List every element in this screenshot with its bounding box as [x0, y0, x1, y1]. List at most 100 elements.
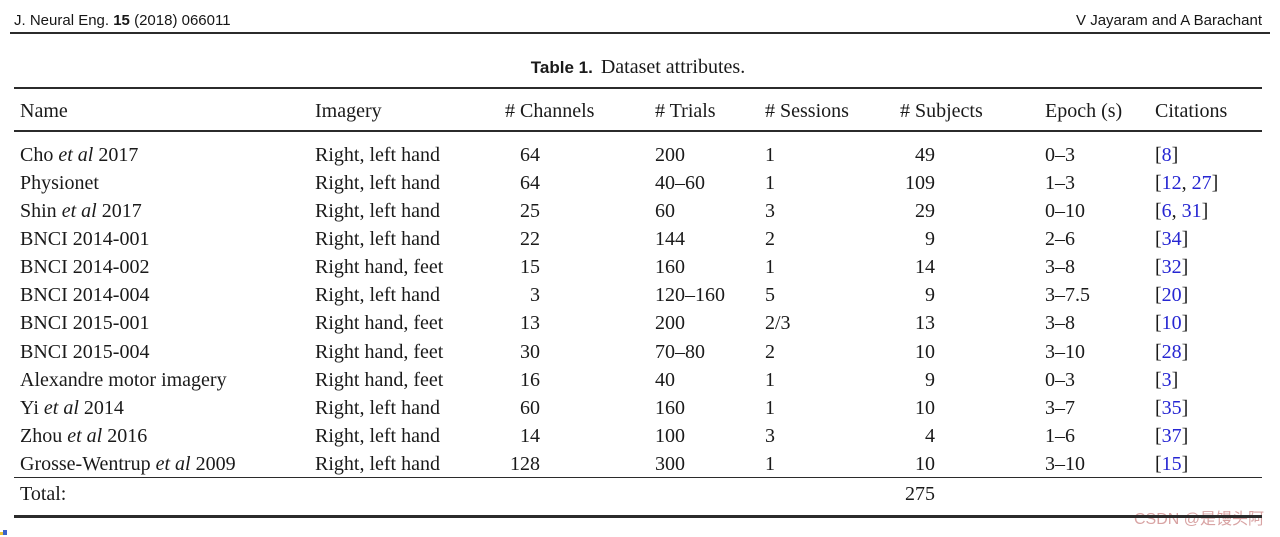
cell-imagery: Right hand, feet [315, 368, 444, 391]
citation-link[interactable]: 37 [1161, 424, 1182, 447]
name-text: 2009 [190, 452, 236, 475]
citation-link[interactable]: 10 [1161, 312, 1182, 335]
name-text: BNCI 2015-001 [20, 312, 150, 335]
cell-sessions: 1 [765, 172, 775, 195]
cell-citations: [12, 27] [1155, 172, 1219, 195]
cell-trials: 40–60 [655, 172, 705, 195]
citation-link[interactable]: 12 [1161, 172, 1182, 195]
name-text: BNCI 2014-004 [20, 284, 150, 307]
journal-name: J. Neural Eng. [14, 12, 114, 29]
cell-trials: 40 [655, 368, 675, 391]
cell-name: Zhou et al 2016 [20, 422, 147, 450]
cell-subjects: 4 [925, 424, 935, 447]
cell-subjects: 10 [915, 396, 935, 419]
cell-epoch: 3–7 [1045, 396, 1075, 419]
cell-citations: [6, 31] [1155, 200, 1209, 223]
cell-channels: 64 [520, 172, 540, 195]
table-top-rule [14, 87, 1262, 89]
citation-link[interactable]: 31 [1181, 200, 1202, 223]
cell-sessions: 1 [765, 256, 775, 279]
total-rule [14, 477, 1262, 478]
cell-name: BNCI 2015-001 [20, 309, 149, 337]
cell-epoch: 3–8 [1045, 256, 1075, 279]
cell-imagery: Right, left hand [315, 396, 440, 419]
table-row: Yi et al 2014 Right, left hand 60 160 1 … [0, 394, 1280, 422]
total-label: Total: [20, 483, 67, 505]
cell-subjects: 109 [905, 172, 935, 195]
cell-channels: 13 [520, 312, 540, 335]
citation-link[interactable]: 15 [1161, 452, 1182, 475]
name-text: Physionet [20, 172, 99, 195]
citation-link[interactable]: 8 [1161, 144, 1172, 166]
cell-name: BNCI 2014-004 [20, 281, 149, 309]
cell-sessions: 2 [765, 228, 775, 251]
cell-sessions: 1 [765, 144, 775, 166]
cell-trials: 300 [655, 452, 685, 475]
cell-sessions: 5 [765, 284, 775, 307]
citation-link[interactable]: 34 [1161, 228, 1182, 251]
cell-trials: 120–160 [655, 284, 725, 307]
cell-subjects: 10 [915, 452, 935, 475]
name-text: 2016 [102, 424, 148, 447]
cell-citations: [35] [1155, 396, 1189, 419]
cell-imagery: Right, left hand [315, 200, 440, 223]
corner-artifact-yellow [0, 532, 3, 535]
citation-link[interactable]: 28 [1161, 340, 1182, 363]
name-text: 2017 [96, 200, 142, 223]
cell-trials: 144 [655, 228, 685, 251]
cell-epoch: 1–3 [1045, 172, 1075, 195]
cell-imagery: Right, left hand [315, 144, 440, 166]
cell-sessions: 2/3 [765, 312, 791, 335]
table-header-row: Name Imagery # Channels # Trials # Sessi… [0, 97, 1280, 125]
citation-link[interactable]: 6 [1161, 200, 1172, 223]
name-etal: et al [58, 144, 94, 166]
cell-subjects: 29 [915, 200, 935, 223]
cell-name: Alexandre motor imagery [20, 366, 227, 394]
cell-trials: 60 [655, 200, 675, 223]
cell-name: Yi et al 2014 [20, 394, 124, 422]
table-row: BNCI 2015-004 Right hand, feet 30 70–80 … [0, 338, 1280, 366]
cell-imagery: Right hand, feet [315, 340, 444, 363]
journal-header: J. Neural Eng. 15 (2018) 066011 [14, 12, 231, 29]
cell-citations: [3] [1155, 368, 1179, 391]
cell-epoch: 0–3 [1045, 368, 1075, 391]
journal-volume: 15 [113, 12, 130, 29]
cell-imagery: Right, left hand [315, 284, 440, 307]
citation-link[interactable]: 20 [1161, 284, 1182, 307]
cell-channels: 16 [520, 368, 540, 391]
citation-link[interactable]: 32 [1161, 256, 1182, 279]
cell-name: BNCI 2014-001 [20, 225, 149, 253]
name-text: 2014 [78, 396, 124, 419]
cell-epoch: 3–8 [1045, 312, 1075, 335]
cell-name: Physionet [20, 169, 99, 197]
cell-channels: 60 [520, 396, 540, 419]
table-row: Alexandre motor imagery Right hand, feet… [0, 366, 1280, 394]
citation-link[interactable]: 3 [1161, 368, 1172, 391]
header-bottom-rule [14, 130, 1262, 132]
authors-header: V Jayaram and A Barachant [1076, 12, 1262, 29]
cell-sessions: 1 [765, 452, 775, 475]
cell-subjects: 49 [915, 144, 935, 166]
cell-imagery: Right hand, feet [315, 312, 444, 335]
cell-epoch: 1–6 [1045, 424, 1075, 447]
col-header-channels: # Channels [505, 100, 595, 122]
table-row: Zhou et al 2016 Right, left hand 14 100 … [0, 422, 1280, 450]
name-text: Alexandre motor imagery [20, 368, 227, 391]
cell-imagery: Right, left hand [315, 228, 440, 251]
cell-imagery: Right, left hand [315, 452, 440, 475]
name-etal: et al [67, 424, 103, 447]
cell-trials: 200 [655, 312, 685, 335]
cell-channels: 14 [520, 424, 540, 447]
citation-link[interactable]: 27 [1191, 172, 1212, 195]
total-subjects: 275 [905, 483, 935, 505]
cell-trials: 160 [655, 396, 685, 419]
header-rule [10, 32, 1270, 34]
cell-citations: [20] [1155, 284, 1189, 307]
cell-channels: 15 [520, 256, 540, 279]
name-etal: et al [61, 200, 97, 223]
table-row: Physionet Right, left hand 64 40–60 1 10… [0, 169, 1280, 197]
citation-link[interactable]: 35 [1161, 396, 1182, 419]
cell-sessions: 1 [765, 396, 775, 419]
cell-citations: [37] [1155, 424, 1189, 447]
